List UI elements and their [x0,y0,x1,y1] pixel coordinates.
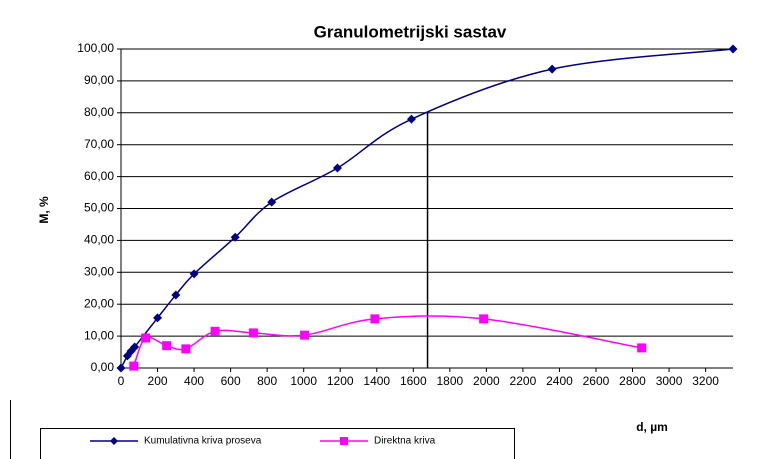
x-tick-label: 200 [148,374,168,388]
y-tick-label: 0,00 [91,360,115,374]
point [332,163,342,173]
legend [40,428,515,459]
legend-label: Direktna kriva [374,436,436,447]
point [267,197,277,207]
y-tick-label: 10,00 [84,328,114,342]
y-tick-label: 60,00 [84,169,114,183]
x-axis-label: d, µm [636,420,668,434]
point [728,44,738,54]
y-tick-label: 70,00 [84,137,114,151]
point [116,363,126,373]
y-tick-label: 50,00 [84,201,114,215]
x-tick-label: 400 [184,374,204,388]
point [153,313,163,323]
x-tick-label: 800 [257,374,277,388]
point [189,269,199,279]
x-tick-label: 1000 [290,374,317,388]
y-axis-label: M, % [37,196,51,224]
legend-marker [110,437,118,445]
chart-title: Granulometrijski sastav [314,22,507,41]
x-tick-label: 1800 [436,374,463,388]
y-tick-label: 20,00 [84,296,114,310]
x-tick-label: 600 [221,374,241,388]
y-tick-label: 90,00 [84,73,114,87]
point [230,232,240,242]
y-tick-label: 40,00 [84,233,114,247]
point [479,314,489,324]
x-tick-label: 1400 [363,374,390,388]
x-tick-label: 2400 [546,374,573,388]
point [129,361,139,371]
point [248,328,258,338]
point [210,326,220,336]
y-tick-label: 100,00 [77,41,114,55]
point [547,64,557,74]
x-tick-label: 2200 [510,374,537,388]
point [406,114,416,124]
point [130,342,140,352]
x-tick-label: 0 [118,374,125,388]
y-tick-label: 30,00 [84,264,114,278]
point [141,333,151,343]
x-tick-label: 2800 [619,374,646,388]
y-tick-label: 80,00 [84,105,114,119]
x-tick-label: 3000 [656,374,683,388]
x-tick-label: 3200 [692,374,719,388]
point [637,343,647,353]
point [162,341,172,351]
x-tick-label: 1600 [400,374,427,388]
legend-label: Kumulativna kriva proseva [144,436,262,447]
point [181,344,191,354]
x-tick-label: 2000 [473,374,500,388]
point [171,290,181,300]
x-tick-label: 2600 [583,374,610,388]
legend-marker [340,437,348,445]
point [370,314,380,324]
point [300,330,310,340]
x-tick-label: 1200 [327,374,354,388]
